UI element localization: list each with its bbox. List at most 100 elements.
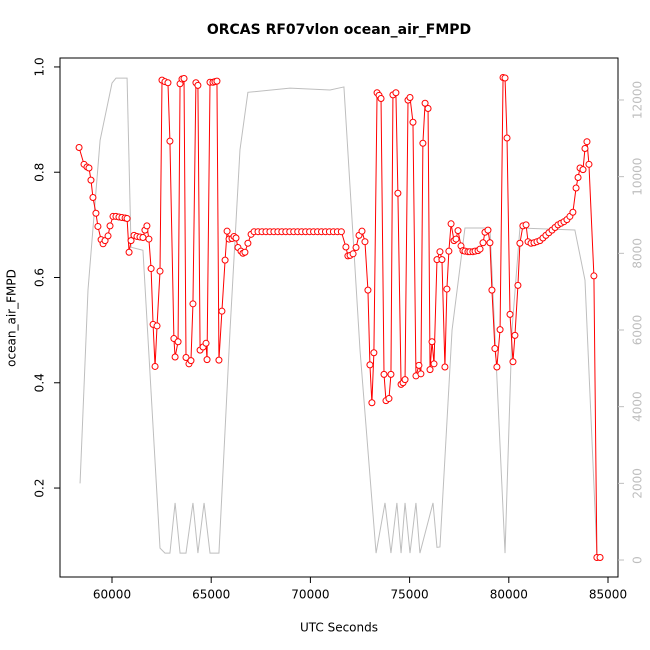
y-tick-label: 0.4 xyxy=(33,373,47,392)
data-point xyxy=(215,356,223,364)
data-point xyxy=(443,285,451,293)
data-point xyxy=(454,227,462,235)
y-tick-label: 1.0 xyxy=(33,57,47,76)
data-point xyxy=(409,118,417,126)
data-point xyxy=(419,139,427,147)
data-point xyxy=(493,363,501,371)
data-point xyxy=(377,95,385,103)
y-tick-label: 0.2 xyxy=(33,478,47,497)
data-point xyxy=(380,370,388,378)
data-point xyxy=(509,358,517,366)
y2-tick-label: 8000 xyxy=(631,238,645,269)
data-point xyxy=(139,233,147,241)
data-point xyxy=(164,79,172,87)
data-point xyxy=(585,160,593,168)
data-point xyxy=(445,247,453,255)
data-point xyxy=(430,360,438,368)
data-point xyxy=(145,235,153,243)
data-point xyxy=(218,307,226,315)
data-point xyxy=(491,345,499,353)
x-tick-label: 75000 xyxy=(391,588,429,602)
data-point xyxy=(104,232,112,240)
data-point xyxy=(522,221,530,229)
x-tick-label: 80000 xyxy=(490,588,528,602)
data-point xyxy=(428,338,436,346)
data-point xyxy=(337,228,345,236)
data-point xyxy=(153,322,161,330)
data-point xyxy=(569,208,577,216)
data-point xyxy=(447,220,455,228)
data-point xyxy=(441,363,449,371)
data-point xyxy=(484,226,492,234)
data-point xyxy=(572,184,580,192)
data-point xyxy=(358,227,366,235)
data-point xyxy=(516,239,524,247)
y2-tick-label: 6000 xyxy=(631,315,645,346)
data-point xyxy=(143,222,151,230)
data-point xyxy=(221,256,229,264)
data-point xyxy=(352,243,360,251)
data-point xyxy=(514,281,522,289)
data-point xyxy=(187,357,195,365)
data-point xyxy=(417,370,425,378)
data-point xyxy=(476,245,484,253)
data-point xyxy=(385,395,393,403)
data-point xyxy=(94,222,102,230)
y-tick-label: 0.8 xyxy=(33,163,47,182)
data-point xyxy=(479,239,487,247)
data-point xyxy=(75,143,83,151)
data-point xyxy=(366,361,374,369)
data-point xyxy=(438,256,446,264)
data-point xyxy=(583,138,591,146)
data-point xyxy=(203,356,211,364)
data-point xyxy=(180,75,188,83)
data-point xyxy=(232,234,240,242)
y2-tick-label: 10000 xyxy=(631,158,645,196)
y-axis-label: ocean_air_FMPD xyxy=(5,269,19,367)
data-point xyxy=(171,353,179,361)
data-point xyxy=(486,239,494,247)
data-point xyxy=(147,265,155,273)
data-point xyxy=(452,235,460,243)
data-point xyxy=(244,239,252,247)
data-point xyxy=(590,272,598,280)
data-point xyxy=(501,74,509,82)
data-point xyxy=(506,310,514,318)
data-point xyxy=(496,326,504,334)
data-point xyxy=(349,250,357,258)
x-tick-label: 65000 xyxy=(192,588,230,602)
y-tick-label: 0.6 xyxy=(33,268,47,287)
data-point xyxy=(342,243,350,251)
data-point xyxy=(182,354,190,362)
data-point xyxy=(127,237,135,245)
data-point xyxy=(421,99,429,107)
x-tick-label: 70000 xyxy=(291,588,329,602)
data-point xyxy=(106,222,114,230)
data-point xyxy=(370,349,378,357)
data-point xyxy=(125,248,133,256)
data-point xyxy=(202,339,210,347)
data-point xyxy=(189,300,197,308)
data-point xyxy=(596,554,604,562)
data-point xyxy=(394,189,402,197)
data-point xyxy=(361,238,369,246)
data-point xyxy=(89,193,97,201)
data-point xyxy=(166,137,174,145)
data-point xyxy=(581,145,589,153)
data-point xyxy=(488,286,496,294)
data-point xyxy=(156,267,164,275)
data-point xyxy=(364,286,372,294)
data-point xyxy=(194,81,202,89)
data-point xyxy=(579,166,587,174)
y2-tick-label: 4000 xyxy=(631,391,645,422)
data-point xyxy=(392,89,400,97)
x-axis-label: UTC Seconds xyxy=(300,621,378,635)
data-point xyxy=(436,248,444,256)
data-point xyxy=(511,331,519,339)
data-point xyxy=(123,215,131,223)
data-point xyxy=(503,134,511,142)
x-tick-label: 85000 xyxy=(589,588,627,602)
chart-title: ORCAS RF07vlon ocean_air_FMPD xyxy=(207,22,471,38)
